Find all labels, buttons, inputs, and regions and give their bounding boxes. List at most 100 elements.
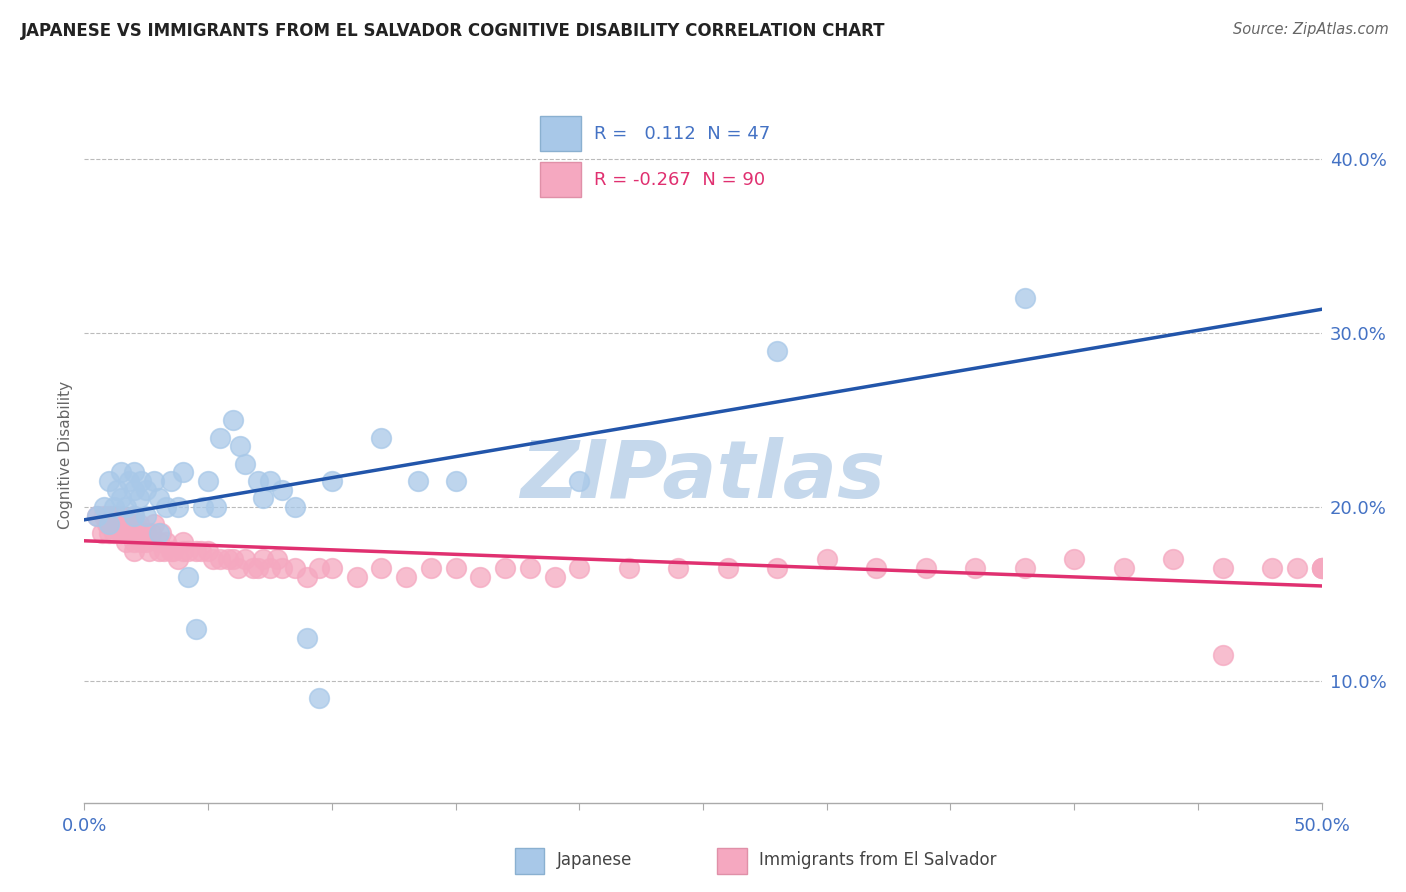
Point	[766, 343, 789, 358]
Point	[105, 517, 128, 532]
Point	[666, 561, 689, 575]
Point	[162, 543, 184, 558]
Point	[135, 508, 157, 523]
Point	[90, 526, 112, 541]
Point	[110, 466, 132, 480]
Point	[86, 508, 108, 523]
Point	[444, 561, 467, 575]
Bar	[717, 848, 747, 874]
Point	[259, 474, 281, 488]
Point	[98, 508, 121, 523]
Point	[617, 561, 640, 575]
Point	[190, 543, 212, 558]
Point	[1063, 552, 1085, 566]
Point	[103, 526, 125, 541]
Point	[308, 561, 330, 575]
Point	[284, 500, 307, 514]
Point	[128, 517, 150, 532]
Point	[148, 543, 170, 558]
Point	[271, 483, 294, 497]
Bar	[540, 116, 581, 151]
Point	[110, 508, 132, 523]
Point	[122, 534, 145, 549]
Point	[204, 500, 226, 514]
Point	[1014, 291, 1036, 305]
Text: Source: ZipAtlas.com: Source: ZipAtlas.com	[1233, 22, 1389, 37]
Point	[444, 474, 467, 488]
Text: R =   0.112  N = 47: R = 0.112 N = 47	[593, 125, 770, 143]
Point	[1212, 648, 1234, 662]
Point	[321, 474, 343, 488]
Point	[370, 430, 392, 444]
Point	[217, 552, 239, 566]
Point	[1285, 561, 1308, 575]
Point	[222, 552, 245, 566]
Point	[209, 430, 232, 444]
Point	[108, 508, 131, 523]
Point	[118, 474, 141, 488]
Point	[110, 491, 132, 506]
Point	[150, 526, 173, 541]
Point	[197, 543, 219, 558]
Point	[543, 569, 565, 583]
Point	[209, 552, 232, 566]
Point	[155, 500, 177, 514]
Point	[122, 508, 145, 523]
Point	[167, 500, 190, 514]
Point	[172, 543, 194, 558]
Point	[295, 569, 318, 583]
Point	[122, 508, 145, 523]
Point	[122, 517, 145, 532]
Point	[118, 526, 141, 541]
Point	[1212, 561, 1234, 575]
Point	[568, 474, 591, 488]
Point	[103, 517, 125, 532]
Bar	[540, 162, 581, 197]
Point	[259, 561, 281, 575]
Point	[160, 543, 183, 558]
Point	[1161, 552, 1184, 566]
Point	[167, 552, 190, 566]
Point	[766, 561, 789, 575]
Point	[252, 491, 274, 506]
Text: ZIPatlas: ZIPatlas	[520, 437, 886, 515]
Point	[865, 561, 887, 575]
Text: R = -0.267  N = 90: R = -0.267 N = 90	[593, 171, 765, 189]
Point	[717, 561, 740, 575]
Point	[160, 474, 183, 488]
Point	[129, 534, 152, 549]
Point	[233, 457, 256, 471]
Point	[271, 561, 294, 575]
Point	[408, 474, 430, 488]
Point	[103, 500, 125, 514]
Point	[308, 691, 330, 706]
Point	[470, 569, 492, 583]
Point	[202, 552, 225, 566]
Point	[284, 561, 307, 575]
Text: Japanese: Japanese	[557, 851, 633, 870]
Text: Immigrants from El Salvador: Immigrants from El Salvador	[759, 851, 997, 870]
Point	[112, 517, 135, 532]
Point	[122, 483, 145, 497]
Point	[152, 543, 174, 558]
Point	[138, 543, 160, 558]
Point	[141, 526, 163, 541]
Point	[135, 526, 157, 541]
Point	[129, 474, 152, 488]
Point	[120, 517, 142, 532]
Point	[172, 466, 194, 480]
Point	[1310, 561, 1333, 575]
Point	[148, 534, 170, 549]
Point	[914, 561, 936, 575]
Point	[105, 483, 128, 497]
Point	[93, 500, 115, 514]
Point	[184, 622, 207, 636]
Point	[122, 466, 145, 480]
Point	[93, 508, 115, 523]
Point	[266, 552, 288, 566]
Point	[98, 474, 121, 488]
Point	[1310, 561, 1333, 575]
Point	[96, 517, 118, 532]
Point	[115, 534, 138, 549]
Point	[246, 474, 269, 488]
